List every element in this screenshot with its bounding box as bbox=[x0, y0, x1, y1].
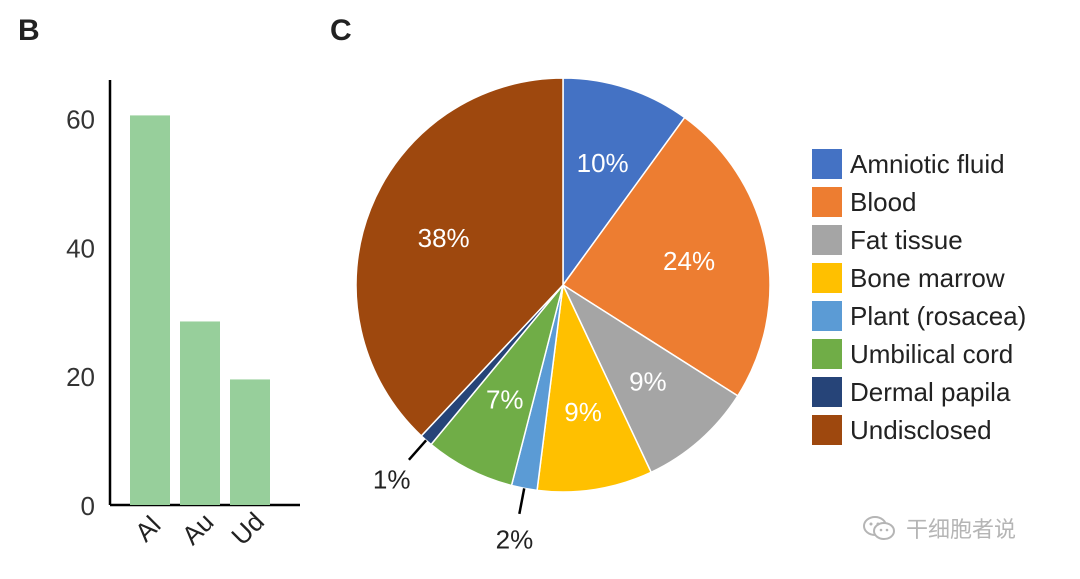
legend-label: Umbilical cord bbox=[850, 338, 1014, 369]
legend-item: Umbilical cord bbox=[812, 335, 1026, 373]
pie-slice-blood bbox=[561, 116, 771, 397]
y-tick-label: 40 bbox=[66, 233, 95, 263]
legend-swatch bbox=[812, 149, 842, 179]
pie-value-label: 9% bbox=[629, 366, 667, 396]
x-tick-label: Ud bbox=[225, 506, 270, 551]
legend-label: Amniotic fluid bbox=[850, 148, 1005, 179]
pie-value-label: 9% bbox=[564, 397, 602, 427]
legend-swatch bbox=[812, 187, 842, 217]
pie-value-label: 24% bbox=[663, 246, 715, 276]
pie-leader-line bbox=[407, 439, 428, 461]
legend-swatch bbox=[812, 263, 842, 293]
watermark-text: 干细胞者说 bbox=[906, 517, 1017, 542]
legend-item: Blood bbox=[812, 183, 1026, 221]
legend-item: Amniotic fluid bbox=[812, 145, 1026, 183]
legend-swatch bbox=[812, 301, 842, 331]
bar-al bbox=[130, 115, 170, 506]
panel-label-b: B bbox=[18, 14, 40, 47]
pie-slice-amniotic-fluid bbox=[562, 77, 686, 288]
wechat-icon bbox=[863, 516, 895, 540]
legend-item: Bone marrow bbox=[812, 259, 1026, 297]
pie-value-label-outer: 2% bbox=[496, 524, 534, 554]
panel-label-c: C bbox=[330, 14, 352, 47]
legend-item: Plant (rosacea) bbox=[812, 297, 1026, 335]
pie-value-label-outer: 1% bbox=[373, 464, 411, 494]
legend-swatch bbox=[812, 339, 842, 369]
pie-slice-bone-marrow bbox=[536, 282, 653, 493]
bar-au bbox=[180, 321, 220, 505]
legend-item: Undisclosed bbox=[812, 411, 1026, 449]
pie-slice-fat-tissue bbox=[561, 282, 739, 474]
pie-leader-line bbox=[518, 488, 526, 515]
watermark: 干细胞者说 bbox=[862, 512, 1016, 544]
x-tick-label: Al bbox=[129, 510, 167, 548]
legend-item: Fat tissue bbox=[812, 221, 1026, 259]
legend-label: Bone marrow bbox=[850, 262, 1005, 293]
pie-value-label: 38% bbox=[418, 223, 470, 253]
legend-label: Dermal papila bbox=[850, 376, 1011, 407]
pie-slice-undisclosed bbox=[355, 77, 564, 437]
y-tick-label: 20 bbox=[66, 362, 95, 392]
x-tick-label: Au bbox=[176, 507, 220, 551]
y-tick-label: 60 bbox=[66, 105, 95, 135]
legend-item: Dermal papila bbox=[812, 373, 1026, 411]
pie-legend: Amniotic fluid Blood Fat tissue Bone marrow… bbox=[812, 145, 1026, 449]
pie-value-label: 7% bbox=[486, 384, 524, 414]
legend-label: Fat tissue bbox=[850, 224, 963, 255]
pie-value-label: 10% bbox=[577, 148, 629, 178]
legend-swatch bbox=[812, 415, 842, 445]
legend-label: Plant (rosacea) bbox=[850, 300, 1027, 331]
y-tick-label: 0 bbox=[81, 491, 95, 521]
legend-swatch bbox=[812, 377, 842, 407]
legend-label: Blood bbox=[850, 186, 917, 217]
legend-label: Undisclosed bbox=[850, 414, 992, 445]
bar-ud bbox=[230, 379, 270, 505]
legend-swatch bbox=[812, 225, 842, 255]
